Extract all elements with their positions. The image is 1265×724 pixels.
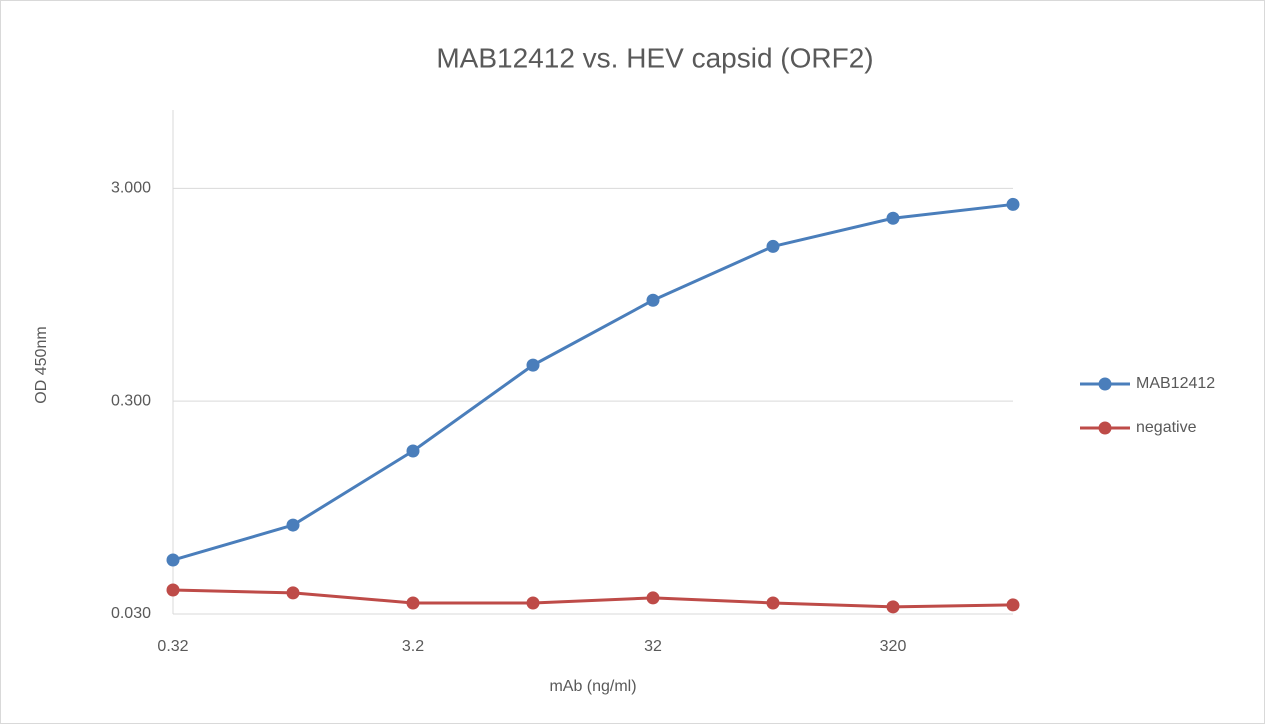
data-point — [646, 591, 660, 605]
data-point — [526, 358, 540, 372]
data-point — [286, 586, 300, 600]
data-point — [166, 583, 180, 597]
data-point — [646, 293, 660, 307]
y-axis-label: OD 450nm — [33, 326, 50, 403]
y-tick-label: 3.000 — [111, 180, 151, 197]
series-line — [172, 588, 1014, 609]
data-point — [406, 444, 420, 458]
y-tick-label: 0.300 — [111, 392, 151, 409]
x-tick-label: 320 — [880, 638, 907, 655]
series-line — [172, 202, 1014, 562]
data-point — [1006, 598, 1020, 612]
data-point — [166, 553, 180, 567]
legend-label: MAB12412 — [1136, 375, 1215, 392]
data-point — [886, 211, 900, 225]
x-tick-label: 32 — [644, 638, 662, 655]
x-tick-label: 0.32 — [157, 638, 188, 655]
legend-label: negative — [1136, 419, 1197, 436]
data-point — [526, 596, 540, 610]
data-point — [766, 596, 780, 610]
y-tick-label: 0.030 — [111, 605, 151, 622]
data-point — [886, 600, 900, 614]
data-point — [286, 518, 300, 532]
x-tick-label: 3.2 — [402, 638, 424, 655]
chart-title: MAB12412 vs. HEV capsid (ORF2) — [436, 42, 873, 73]
data-point — [766, 239, 780, 253]
legend-marker — [1098, 377, 1112, 391]
data-point — [406, 596, 420, 610]
data-point — [1006, 197, 1020, 211]
legend-marker — [1098, 421, 1112, 435]
x-axis-label: mAb (ng/ml) — [549, 678, 636, 695]
